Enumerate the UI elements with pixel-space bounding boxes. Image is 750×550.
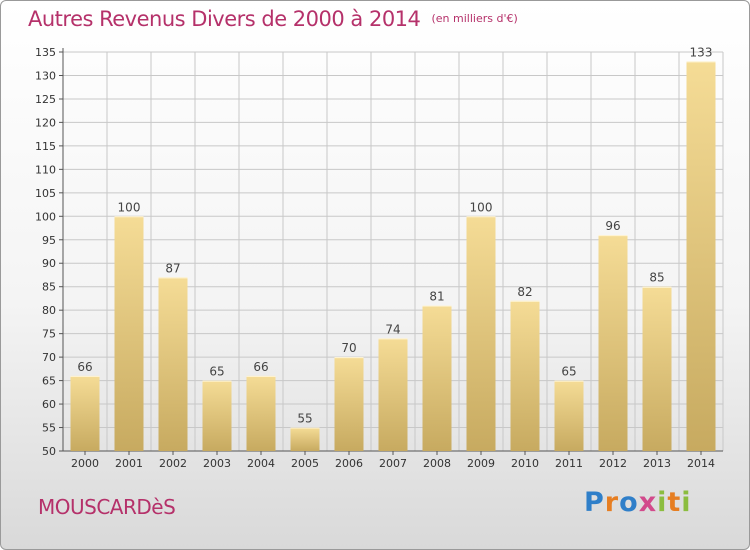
logo-letter: i (657, 487, 668, 518)
bar-2009 (466, 216, 496, 451)
y-tick-label: 120 (35, 116, 56, 129)
chart-unit-text: (en milliers d'€) (431, 12, 518, 25)
bar-2012 (598, 235, 628, 451)
bar-2011 (554, 380, 584, 451)
logo-letter: i (681, 487, 692, 518)
x-tick-label: 2013 (643, 457, 671, 470)
data-label-2003: 65 (209, 365, 224, 379)
proxiti-logo: Proxiti (584, 487, 692, 518)
bars (70, 61, 716, 451)
data-label-2001: 100 (118, 200, 141, 214)
commune-name: MOUSCARDèS (38, 495, 176, 519)
x-tick-label: 2012 (599, 457, 627, 470)
y-tick-label: 115 (35, 140, 56, 153)
y-tick-label: 65 (42, 375, 56, 388)
x-tick-label: 2000 (71, 457, 99, 470)
y-tick-label: 125 (35, 93, 56, 106)
data-label-2006: 70 (341, 341, 356, 355)
y-tick-label: 70 (42, 351, 56, 364)
bar-2005 (290, 427, 320, 451)
data-label-2000: 66 (77, 360, 92, 374)
y-tick-label: 95 (42, 234, 56, 247)
bar-2013 (642, 286, 672, 451)
x-tick-label: 2001 (115, 457, 143, 470)
data-labels: 66 100 87 65 66 55 70 74 81 100 82 65 96 85 133 (77, 45, 712, 425)
bar-2001 (114, 216, 144, 451)
data-label-2010: 82 (517, 285, 532, 299)
logo-letter: P (584, 487, 605, 518)
y-tick-label: 60 (42, 398, 56, 411)
data-label-2008: 81 (429, 289, 444, 303)
bar-2003 (202, 380, 232, 451)
y-tick-label: 85 (42, 281, 56, 294)
y-tick-label: 100 (35, 210, 56, 223)
x-tick-label: 2005 (291, 457, 319, 470)
x-tick-label: 2014 (687, 457, 715, 470)
x-tick-label: 2006 (335, 457, 363, 470)
y-tick-label: 90 (42, 257, 56, 270)
y-tick-label: 80 (42, 304, 56, 317)
x-tick-label: 2007 (379, 457, 407, 470)
y-tick-label: 50 (42, 445, 56, 458)
data-label-2005: 55 (297, 412, 312, 426)
x-tick-label: 2008 (423, 457, 451, 470)
bar-2006 (334, 357, 364, 451)
bar-2000 (70, 375, 100, 451)
data-label-2007: 74 (385, 322, 400, 336)
y-tick-label: 130 (35, 69, 56, 82)
data-label-2009: 100 (470, 200, 493, 214)
data-label-2002: 87 (165, 261, 180, 275)
chart-title: Autres Revenus Divers de 2000 à 2014 (en… (28, 7, 518, 31)
data-label-2012: 96 (605, 219, 620, 233)
logo-letter: t (667, 487, 682, 518)
x-tick-label: 2002 (159, 457, 187, 470)
x-tick-label: 2011 (555, 457, 583, 470)
y-tick-label: 55 (42, 422, 56, 435)
logo-letter: o (619, 487, 639, 518)
data-label-2014: 133 (690, 45, 713, 59)
bar-2002 (158, 277, 188, 451)
logo-letter: x (638, 487, 658, 518)
y-tick-label: 135 (35, 46, 56, 59)
data-label-2004: 66 (253, 360, 268, 374)
y-tick-label: 110 (35, 163, 56, 176)
chart-title-text: Autres Revenus Divers de 2000 à 2014 (28, 7, 421, 31)
bar-2004 (246, 375, 276, 451)
bar-2007 (378, 338, 408, 451)
y-tick-label: 105 (35, 187, 56, 200)
x-tick-label: 2003 (203, 457, 231, 470)
x-tick-label: 2004 (247, 457, 275, 470)
bar-2008 (422, 305, 452, 451)
data-label-2011: 65 (561, 365, 576, 379)
x-tick-label: 2010 (511, 457, 539, 470)
y-tick-label: 75 (42, 328, 56, 341)
logo-letter: r (604, 487, 620, 518)
data-label-2013: 85 (649, 271, 664, 285)
bar-2010 (510, 300, 540, 451)
bar-2014 (686, 61, 716, 451)
x-tick-label: 2009 (467, 457, 495, 470)
